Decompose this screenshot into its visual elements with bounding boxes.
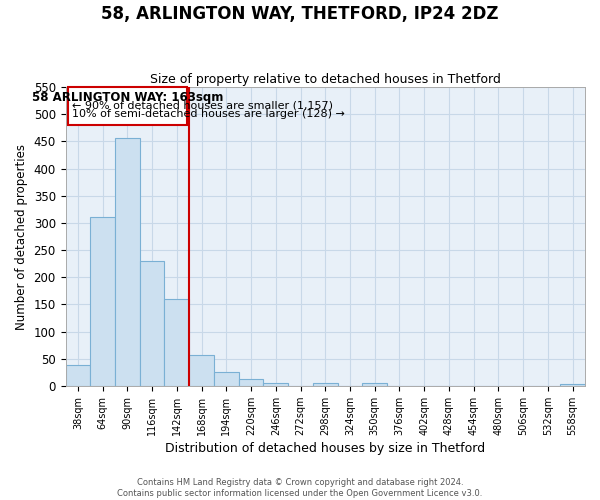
Text: 58 ARLINGTON WAY: 163sqm: 58 ARLINGTON WAY: 163sqm bbox=[32, 91, 223, 104]
Text: 10% of semi-detached houses are larger (128) →: 10% of semi-detached houses are larger (… bbox=[72, 109, 344, 119]
Bar bbox=[164, 299, 189, 386]
Title: Size of property relative to detached houses in Thetford: Size of property relative to detached ho… bbox=[150, 73, 501, 86]
Text: Contains HM Land Registry data © Crown copyright and database right 2024.
Contai: Contains HM Land Registry data © Crown c… bbox=[118, 478, 482, 498]
Bar bbox=[362, 383, 387, 386]
Bar bbox=[90, 217, 115, 386]
Bar bbox=[115, 138, 140, 386]
X-axis label: Distribution of detached houses by size in Thetford: Distribution of detached houses by size … bbox=[165, 442, 485, 455]
FancyBboxPatch shape bbox=[68, 87, 187, 125]
Bar bbox=[189, 355, 214, 386]
Text: ← 90% of detached houses are smaller (1,157): ← 90% of detached houses are smaller (1,… bbox=[72, 100, 333, 110]
Bar bbox=[214, 372, 239, 386]
Bar bbox=[65, 365, 90, 386]
Bar bbox=[239, 380, 263, 386]
Bar bbox=[560, 384, 585, 386]
Text: 58, ARLINGTON WAY, THETFORD, IP24 2DZ: 58, ARLINGTON WAY, THETFORD, IP24 2DZ bbox=[101, 5, 499, 23]
Bar bbox=[140, 262, 164, 386]
Bar bbox=[313, 383, 338, 386]
Y-axis label: Number of detached properties: Number of detached properties bbox=[15, 144, 28, 330]
Bar bbox=[263, 383, 288, 386]
